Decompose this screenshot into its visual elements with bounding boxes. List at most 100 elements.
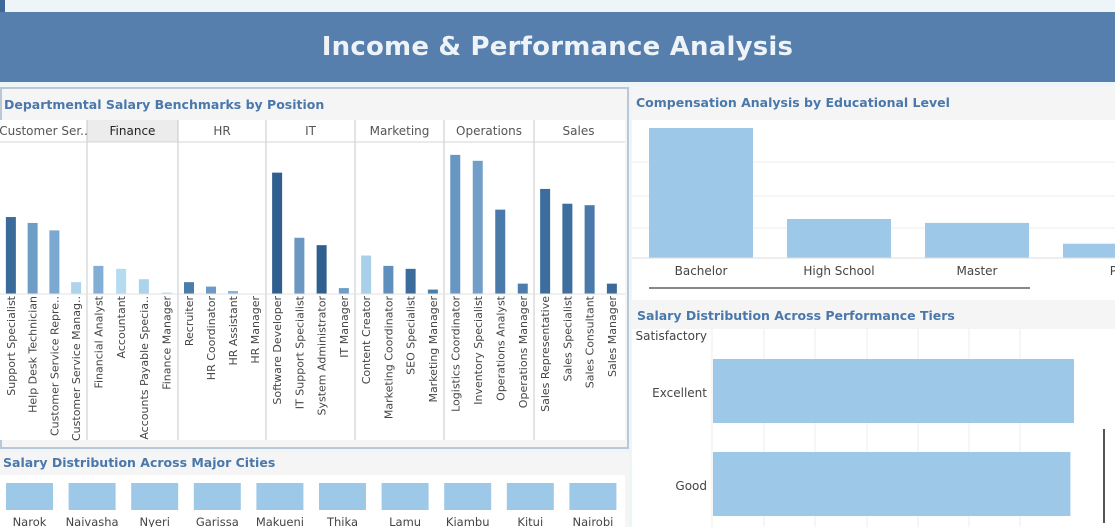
category-label: Makueni [256,515,304,527]
bar [131,483,179,510]
group-header-label: Finance [110,124,156,138]
bar [138,279,149,294]
group-header-bg [266,120,355,142]
bar-label: Software Developer [271,296,284,405]
bar [1063,243,1115,258]
top-strip [0,0,1115,12]
bar [338,288,349,294]
h-scrollbar [649,287,1030,289]
bar [383,265,394,294]
bar [381,483,429,510]
bar [272,172,283,294]
category-label: Narok [13,515,47,527]
bar-label: Sales Specialist [561,295,574,381]
category-label: Nairobi [572,515,613,527]
bar [427,289,438,294]
bar-label: Customer Service Manag.. [70,296,83,441]
category-label: Thika [326,515,358,527]
bar-label: Accountant [115,295,128,358]
bar-label: HR Assistant [227,295,240,365]
category-label: Naivasha [66,515,119,527]
bar-label: Operations Manager [517,296,530,409]
bar [93,265,104,294]
bar [116,268,127,294]
bar [562,203,573,294]
bar [569,483,617,510]
bar [294,237,305,294]
group-header-bg [534,120,623,142]
group-header-label: Customer Ser.. [0,124,88,138]
category-label: Excellent [652,386,707,400]
edu-chart: Bachelor High School Master Pl [632,120,1115,300]
category-label: Lamu [389,515,421,527]
city-chart: Narok Naivasha Nyeri Garissa Makueni Thika Lam… [0,475,625,527]
bar-label: Financial Analyst [92,295,105,388]
bar-label: Content Creator [360,296,373,385]
bar [193,483,241,510]
group-header-bg [0,120,87,142]
bar [925,222,1029,258]
bar-label: IT Manager [338,296,351,358]
bar-label: Finance Manager [161,296,174,390]
bar [228,291,238,294]
bar-label: Recruiter [183,296,196,347]
group-header-label: Marketing [370,124,430,138]
group-header-label: HR [213,124,230,138]
bar [787,219,891,258]
bar [184,282,194,294]
group-header-label: IT [305,124,317,138]
bar-label: Customer Service Repre.. [48,296,61,436]
bar [5,217,16,294]
bar [316,245,327,294]
category-label: Kitui [517,515,543,527]
category-label: Satisfactory [635,329,707,343]
bar-label: Sales Manager [606,296,619,377]
bar-label: Logistics Coordinator [449,296,462,412]
category-label: Kiambu [446,515,490,527]
bar [713,452,1071,516]
bar [6,483,53,510]
bar-label: HR Coordinator [205,296,218,381]
edu-panel-title: Compensation Analysis by Educational Lev… [636,95,950,110]
bar [319,483,366,510]
bar-label: SEO Specialist [405,295,418,375]
group-header-bg [87,120,178,142]
category-label: High School [803,264,874,278]
bar-label: Sales Consultant [584,295,597,388]
bar [68,483,116,510]
category-label: Pl [1110,264,1115,278]
category-label: Bachelor [675,264,728,278]
bar-label: Help Desk Technician [27,296,40,413]
bar [517,283,528,294]
bar [649,128,753,258]
bar [444,483,492,510]
page-title: Income & Performance Analysis [321,32,794,62]
category-label: Master [957,264,998,278]
bar [606,283,617,294]
bar-label: Inventory Specialist [472,295,485,404]
city-panel-title: Salary Distribution Across Major Cities [3,455,276,470]
group-header-label: Sales [563,124,595,138]
bar-label: Accounts Payable Specia.. [138,296,151,440]
bar-label: System Administrator [316,296,329,416]
bar [540,188,551,294]
group-header-label: Operations [456,124,522,138]
group-header-bg [355,120,444,142]
bar-label: IT Support Specialist [293,295,306,409]
perf-chart: Satisfactory Excellent Good [632,329,1115,527]
v-scrollbar [1103,429,1105,523]
bar [161,292,172,294]
group-header-bg [444,120,534,142]
bar-label: Sales Representative [539,296,552,412]
bar [361,255,372,294]
dept-chart: Customer Ser.. Support Specialist Help Des… [0,120,625,441]
bar-label: Support Specialist [5,295,18,395]
bar [495,209,506,294]
bar [713,359,1074,423]
category-label: Garissa [196,515,239,527]
bar [71,282,82,294]
group-header-bg [178,120,266,142]
bar-label: Marketing Coordinator [382,296,395,420]
bar-label: Operations Analyst [494,295,507,401]
bar [450,154,461,294]
